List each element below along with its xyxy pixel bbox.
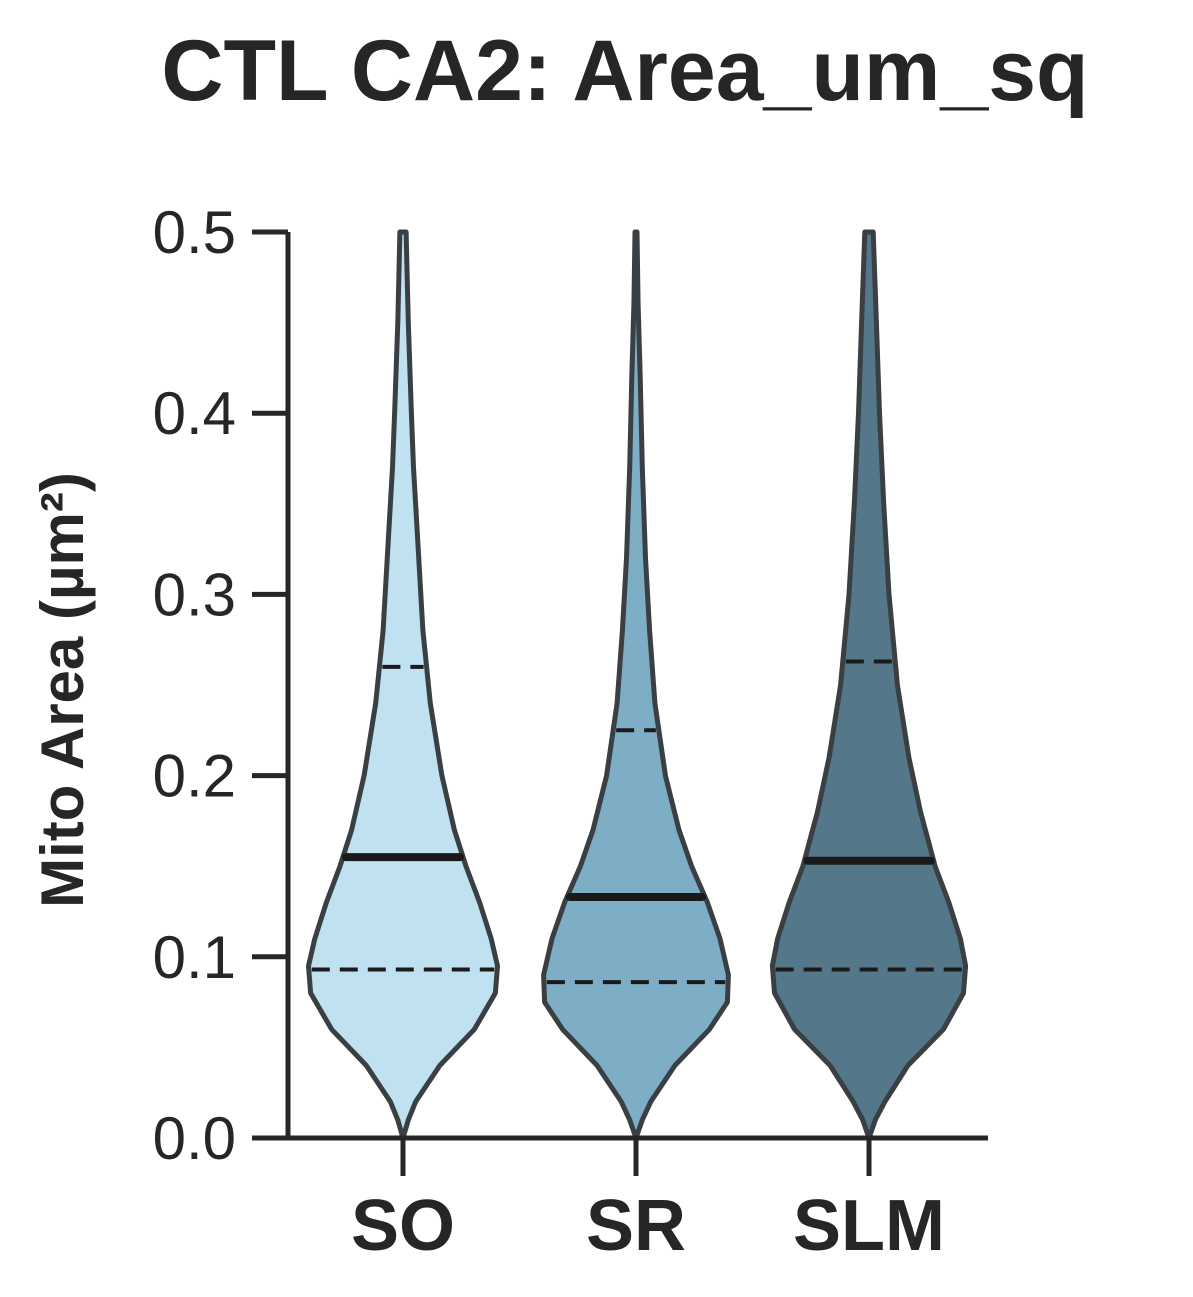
violin-body (541, 229, 731, 1141)
y-tick-label: 0.5 (153, 199, 236, 266)
y-axis-label: Mito Area (µm²) (29, 472, 96, 908)
x-tick-label-slm: SLM (793, 1186, 945, 1266)
chart-title: CTL CA2: Area_um_sq (161, 23, 1088, 119)
violin-body (769, 229, 969, 1141)
x-tick-label-so: SO (351, 1186, 455, 1266)
x-tick-label-sr: SR (586, 1186, 686, 1266)
violin-sr (541, 229, 731, 1141)
violins-group (306, 229, 969, 1141)
violin-slm (769, 229, 969, 1141)
y-tick-label: 0.3 (153, 561, 236, 628)
y-tick-label: 0.4 (153, 380, 236, 447)
y-tick-label: 0.1 (153, 924, 236, 991)
y-tick-label: 0.0 (153, 1105, 236, 1172)
violin-so (306, 229, 500, 1141)
y-tick-label: 0.2 (153, 743, 236, 810)
violin-body (306, 229, 500, 1141)
axes-group: 0.0 0.1 0.2 0.3 0.4 0.5 SO SR SLM (153, 199, 988, 1266)
